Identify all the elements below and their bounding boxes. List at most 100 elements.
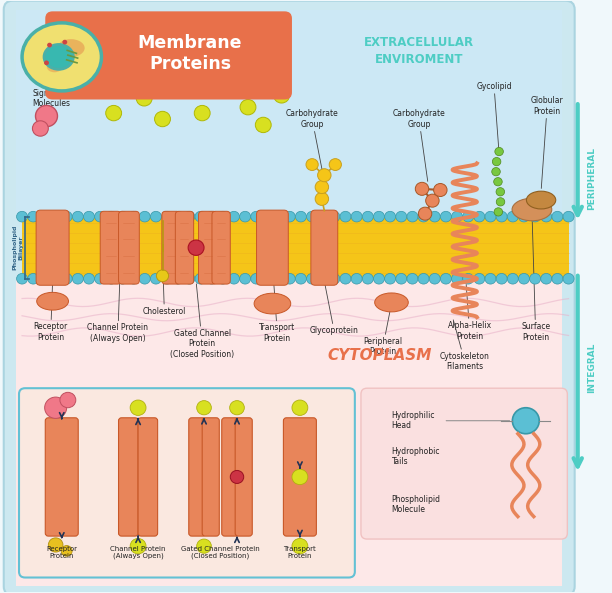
Circle shape <box>315 192 329 205</box>
Circle shape <box>194 106 210 121</box>
Circle shape <box>518 273 529 284</box>
Circle shape <box>50 211 61 222</box>
Ellipse shape <box>57 39 84 57</box>
Circle shape <box>157 270 169 282</box>
Text: Gated Channel
Protein
(Closed Position): Gated Channel Protein (Closed Position) <box>170 284 234 359</box>
Circle shape <box>50 273 61 284</box>
Circle shape <box>83 273 94 284</box>
Circle shape <box>72 273 83 284</box>
Circle shape <box>373 273 384 284</box>
Circle shape <box>173 211 184 222</box>
Text: Surface
Protein: Surface Protein <box>521 213 550 342</box>
Circle shape <box>60 393 76 408</box>
Circle shape <box>72 211 83 222</box>
Circle shape <box>495 148 504 156</box>
Circle shape <box>262 211 273 222</box>
Circle shape <box>496 273 507 284</box>
Text: Proteins: Proteins <box>149 55 231 73</box>
Text: Glycoprotein: Glycoprotein <box>310 284 359 335</box>
Circle shape <box>228 211 239 222</box>
Circle shape <box>396 273 407 284</box>
Circle shape <box>492 158 501 166</box>
Circle shape <box>474 211 485 222</box>
Circle shape <box>262 273 273 284</box>
Text: Receptor
Protein: Receptor Protein <box>47 546 77 559</box>
Circle shape <box>28 211 39 222</box>
Bar <box>22 216 569 279</box>
Circle shape <box>396 211 407 222</box>
Circle shape <box>121 70 137 85</box>
Circle shape <box>274 88 289 103</box>
FancyBboxPatch shape <box>361 388 567 539</box>
Bar <box>16 9 562 216</box>
Circle shape <box>452 273 463 284</box>
Circle shape <box>452 211 463 222</box>
Circle shape <box>162 211 173 222</box>
Circle shape <box>47 43 52 47</box>
Text: Transport
Protein: Transport Protein <box>283 546 316 559</box>
Circle shape <box>130 400 146 416</box>
Circle shape <box>83 211 94 222</box>
FancyBboxPatch shape <box>311 210 338 285</box>
Circle shape <box>512 408 539 433</box>
FancyBboxPatch shape <box>119 211 140 284</box>
Circle shape <box>529 273 540 284</box>
Text: Cytoskeleton
Filaments: Cytoskeleton Filaments <box>440 320 490 371</box>
Circle shape <box>418 211 429 222</box>
Circle shape <box>307 211 318 222</box>
Circle shape <box>485 273 496 284</box>
Circle shape <box>170 76 185 91</box>
Circle shape <box>351 273 362 284</box>
Circle shape <box>155 111 171 127</box>
Circle shape <box>188 240 204 256</box>
FancyBboxPatch shape <box>188 418 206 536</box>
Circle shape <box>292 538 308 554</box>
FancyBboxPatch shape <box>235 418 252 536</box>
Text: Gated Channel Protein
(Closed Position): Gated Channel Protein (Closed Position) <box>181 546 260 559</box>
Circle shape <box>95 273 106 284</box>
Text: Transport
Protein: Transport Protein <box>259 284 296 343</box>
Circle shape <box>17 211 28 222</box>
Circle shape <box>552 273 563 284</box>
Text: Carbohydrate
Group: Carbohydrate Group <box>286 109 338 178</box>
Circle shape <box>284 273 295 284</box>
Text: Globular
Protein: Globular Protein <box>531 96 564 189</box>
FancyBboxPatch shape <box>100 211 121 284</box>
Circle shape <box>284 211 295 222</box>
Circle shape <box>329 159 341 170</box>
Circle shape <box>384 273 395 284</box>
Circle shape <box>441 211 452 222</box>
Ellipse shape <box>22 23 102 91</box>
Circle shape <box>39 211 50 222</box>
Circle shape <box>507 273 518 284</box>
Circle shape <box>507 211 518 222</box>
Circle shape <box>117 273 128 284</box>
Text: Phospholipid
Bilayer: Phospholipid Bilayer <box>12 225 23 270</box>
Circle shape <box>45 397 67 419</box>
Circle shape <box>441 273 452 284</box>
Circle shape <box>251 273 262 284</box>
Circle shape <box>206 273 217 284</box>
Text: EXTRACELLULAR: EXTRACELLULAR <box>364 36 474 49</box>
Circle shape <box>273 211 284 222</box>
Circle shape <box>140 211 150 222</box>
Circle shape <box>196 401 211 415</box>
Circle shape <box>196 539 211 553</box>
FancyBboxPatch shape <box>36 210 69 285</box>
Circle shape <box>351 211 362 222</box>
Circle shape <box>61 211 72 222</box>
Text: CYTOPLASM: CYTOPLASM <box>327 348 431 363</box>
Circle shape <box>218 79 234 94</box>
Circle shape <box>95 211 106 222</box>
Circle shape <box>518 211 529 222</box>
Circle shape <box>151 211 162 222</box>
Circle shape <box>318 273 329 284</box>
Circle shape <box>362 273 373 284</box>
Circle shape <box>552 211 563 222</box>
Circle shape <box>228 273 239 284</box>
Circle shape <box>318 169 331 181</box>
Circle shape <box>162 273 173 284</box>
Ellipse shape <box>526 191 556 209</box>
Circle shape <box>136 91 152 106</box>
Circle shape <box>492 168 500 176</box>
